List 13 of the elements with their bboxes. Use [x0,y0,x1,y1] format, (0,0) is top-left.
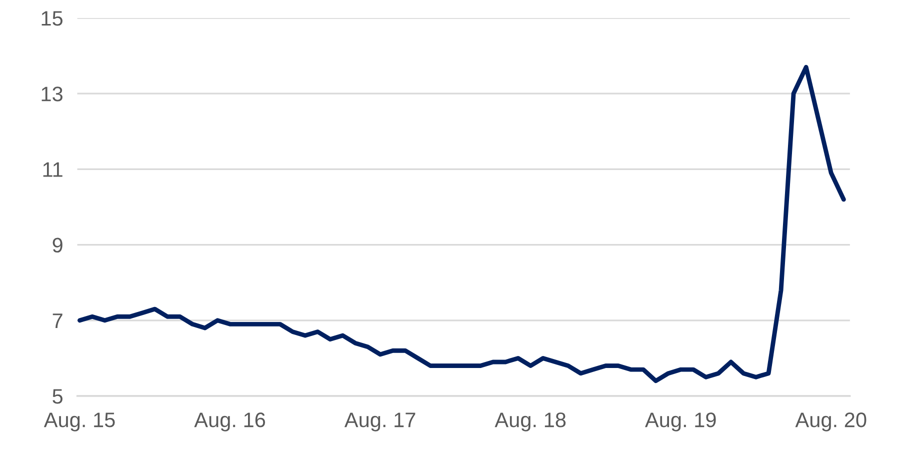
x-tick-label: Aug. 15 [44,412,115,432]
y-tick-label: 13 [42,86,62,102]
y-tick-label: 7 [52,314,62,328]
y-tick-label: 5 [52,389,63,404]
x-tick-label: Aug. 17 [344,412,416,432]
y-tick-label: 9 [52,238,62,253]
x-tick-label: Aug. 18 [494,412,566,432]
x-tick-label: Aug. 16 [194,412,266,432]
line-series [78,64,846,384]
x-tick-label: Aug. 19 [644,412,716,432]
y-tick-label: 15 [42,11,63,26]
x-tick-label: Aug. 20 [795,412,866,432]
y-tick-label: 11 [43,162,62,177]
